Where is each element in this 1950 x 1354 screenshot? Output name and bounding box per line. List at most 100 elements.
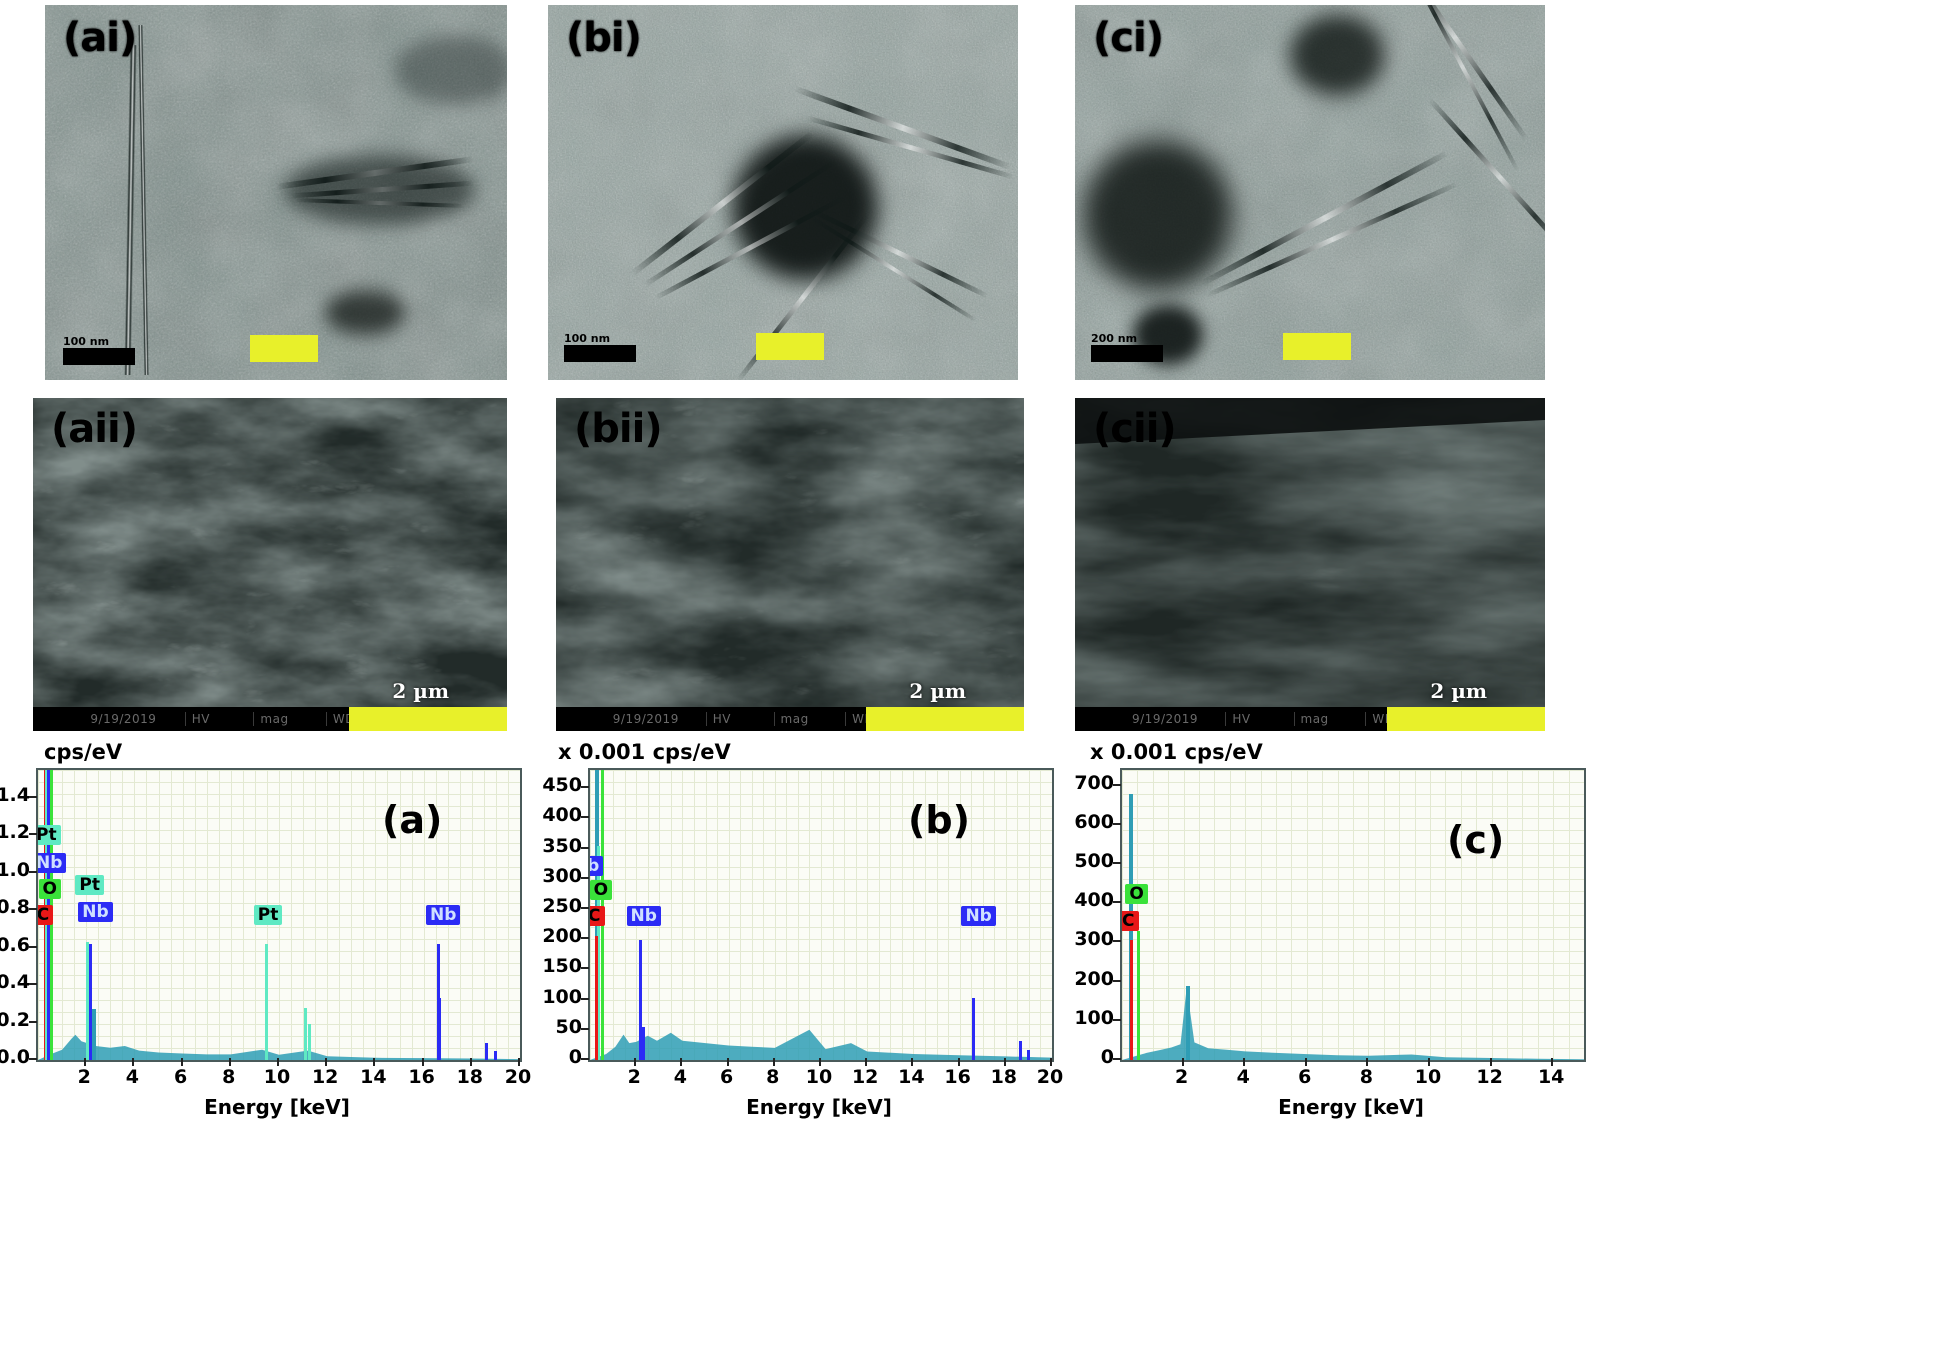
spectrum-peak: [1026, 1050, 1030, 1060]
x-tick-mark: [132, 1058, 135, 1066]
x-tick-label: 16: [944, 1066, 971, 1088]
grid-line-h: [590, 975, 1052, 977]
element-label-nb: Nb: [961, 905, 996, 926]
spectrum-peak: [1130, 940, 1134, 1060]
y-tick-label: 700: [1074, 771, 1114, 794]
spectrum-peak: [264, 944, 268, 1060]
x-tick-label: 6: [173, 1066, 188, 1088]
tem-scalebar-ci: 200 nm: [1091, 333, 1163, 362]
y-tick-label: 1.0: [0, 858, 30, 881]
x-tick-mark: [634, 1058, 637, 1066]
y-tick-mark: [29, 796, 37, 799]
tem-scalebar-text-bi: 100 nm: [564, 332, 611, 345]
x-tick-mark: [1366, 1058, 1369, 1066]
eds-b-plot: b O C Nb Nb: [588, 768, 1054, 1062]
sem-scale-text-bii: 2 µm: [909, 679, 966, 703]
grid-line-h: [590, 866, 1052, 868]
grid-line-h: [1122, 818, 1584, 820]
y-tick-mark: [29, 1020, 37, 1023]
tem-scalebar-bi: 100 nm: [564, 333, 636, 362]
grid-line-h: [1122, 794, 1584, 796]
element-label-pt: Pt: [75, 875, 104, 896]
tem-yellow-marker-ai: [250, 335, 318, 362]
spectrum-peak: [1018, 1040, 1022, 1060]
y-tick-mark: [29, 870, 37, 873]
y-tick-label: 100: [542, 985, 582, 1008]
x-tick-label: 14: [898, 1066, 925, 1088]
grid-line-h: [38, 902, 520, 904]
grid-line-h: [38, 951, 520, 953]
sem-info-date-bii: 9/19/2019: [607, 712, 707, 726]
x-tick-mark: [1428, 1058, 1430, 1066]
sem-info-hv-bii: HV: [707, 712, 775, 726]
grid-line-h: [590, 1023, 1052, 1025]
grid-line-h: [38, 830, 520, 832]
grid-line-h: [590, 770, 1052, 771]
grid-line-h: [38, 866, 520, 868]
continuum-fill: [38, 1034, 520, 1060]
x-tick-label: 2: [1174, 1066, 1189, 1088]
y-tick-mark: [581, 1027, 589, 1030]
sem-label-bii: (bii): [574, 406, 663, 452]
grid-line-h: [1122, 866, 1584, 868]
grid-line-h: [590, 842, 1052, 844]
grid-line-h: [38, 1060, 520, 1061]
grid-line-h: [590, 963, 1052, 965]
y-tick-mark: [29, 945, 37, 948]
x-tick-label: 4: [1236, 1066, 1250, 1088]
element-label-nb: Nb: [78, 901, 113, 922]
tem-label-bi: (bi): [566, 15, 642, 61]
y-tick-label: 0.6: [0, 933, 30, 956]
tem-texture-bi: [548, 5, 1018, 380]
x-tick-label: 10: [1414, 1066, 1442, 1088]
element-label-b: b: [590, 855, 604, 876]
grid-line-h: [590, 1011, 1052, 1013]
spectrum-peak: [303, 1007, 307, 1060]
sem-info-mag-cii: mag: [1295, 712, 1367, 726]
grid-line-h: [590, 818, 1052, 820]
sem-scalebar-aii: [349, 707, 507, 731]
y-tick-mark: [581, 876, 589, 879]
grid-line-h: [1122, 878, 1584, 880]
eds-spectrum-b: x 0.001 cps/eV b O C Nb Nb (b) 0 50 100 150 200 2…: [530, 740, 1063, 1354]
spectrum-peak: [92, 1009, 97, 1060]
spectrum-peak: [1137, 930, 1141, 1060]
grid-line-h: [1122, 975, 1584, 977]
y-tick-mark: [29, 908, 37, 911]
grid-line-h: [38, 806, 520, 808]
spectrum-peak: [485, 1043, 489, 1060]
grid-line-h: [590, 951, 1052, 953]
x-tick-label: 2: [627, 1066, 641, 1088]
spectrum-peak: [642, 1026, 646, 1060]
x-tick-mark: [772, 1058, 775, 1066]
y-tick-label: 50: [555, 1015, 582, 1038]
grid-line-h: [38, 818, 520, 820]
sem-scale-text-aii: 2 µm: [392, 679, 449, 703]
grid-line-h: [1122, 1047, 1584, 1049]
grid-line-h: [38, 1011, 520, 1013]
sem-panel-cii: (cii) 2 µm 9/19/2019 HV mag WD spot det: [1075, 398, 1545, 731]
tem-label-ai: (ai): [63, 15, 137, 61]
grid-line-h: [1122, 915, 1584, 916]
y-tick-label: 150: [542, 955, 582, 978]
sem-info-hv-aii: HV: [186, 712, 255, 726]
sem-panel-bii: (bii) 2 µm 9/19/2019 HV mag WD spot det: [556, 398, 1024, 731]
grid-line-h: [38, 1035, 520, 1037]
y-tick-label: 400: [542, 804, 582, 827]
eds-a-plot: Pt Nb O C Pt Nb Pt Nb: [36, 768, 522, 1062]
element-label-pt: Pt: [38, 824, 61, 845]
grid-line-v: [520, 770, 521, 1060]
x-tick-label: 20: [504, 1066, 532, 1088]
sem-info-mag-bii: mag: [775, 712, 847, 726]
grid-line-h: [590, 890, 1052, 892]
eds-b-ylabel: x 0.001 cps/eV: [558, 740, 731, 764]
grid-line-h: [590, 999, 1052, 1001]
y-tick-mark: [29, 1058, 37, 1060]
grid-line-h: [38, 854, 520, 856]
y-tick-label: 0: [1100, 1046, 1114, 1068]
eds-c-ylabel: x 0.001 cps/eV: [1090, 740, 1263, 764]
x-tick-mark: [726, 1058, 729, 1066]
y-tick-label: 0: [568, 1046, 582, 1068]
x-tick-label: 8: [766, 1066, 780, 1088]
